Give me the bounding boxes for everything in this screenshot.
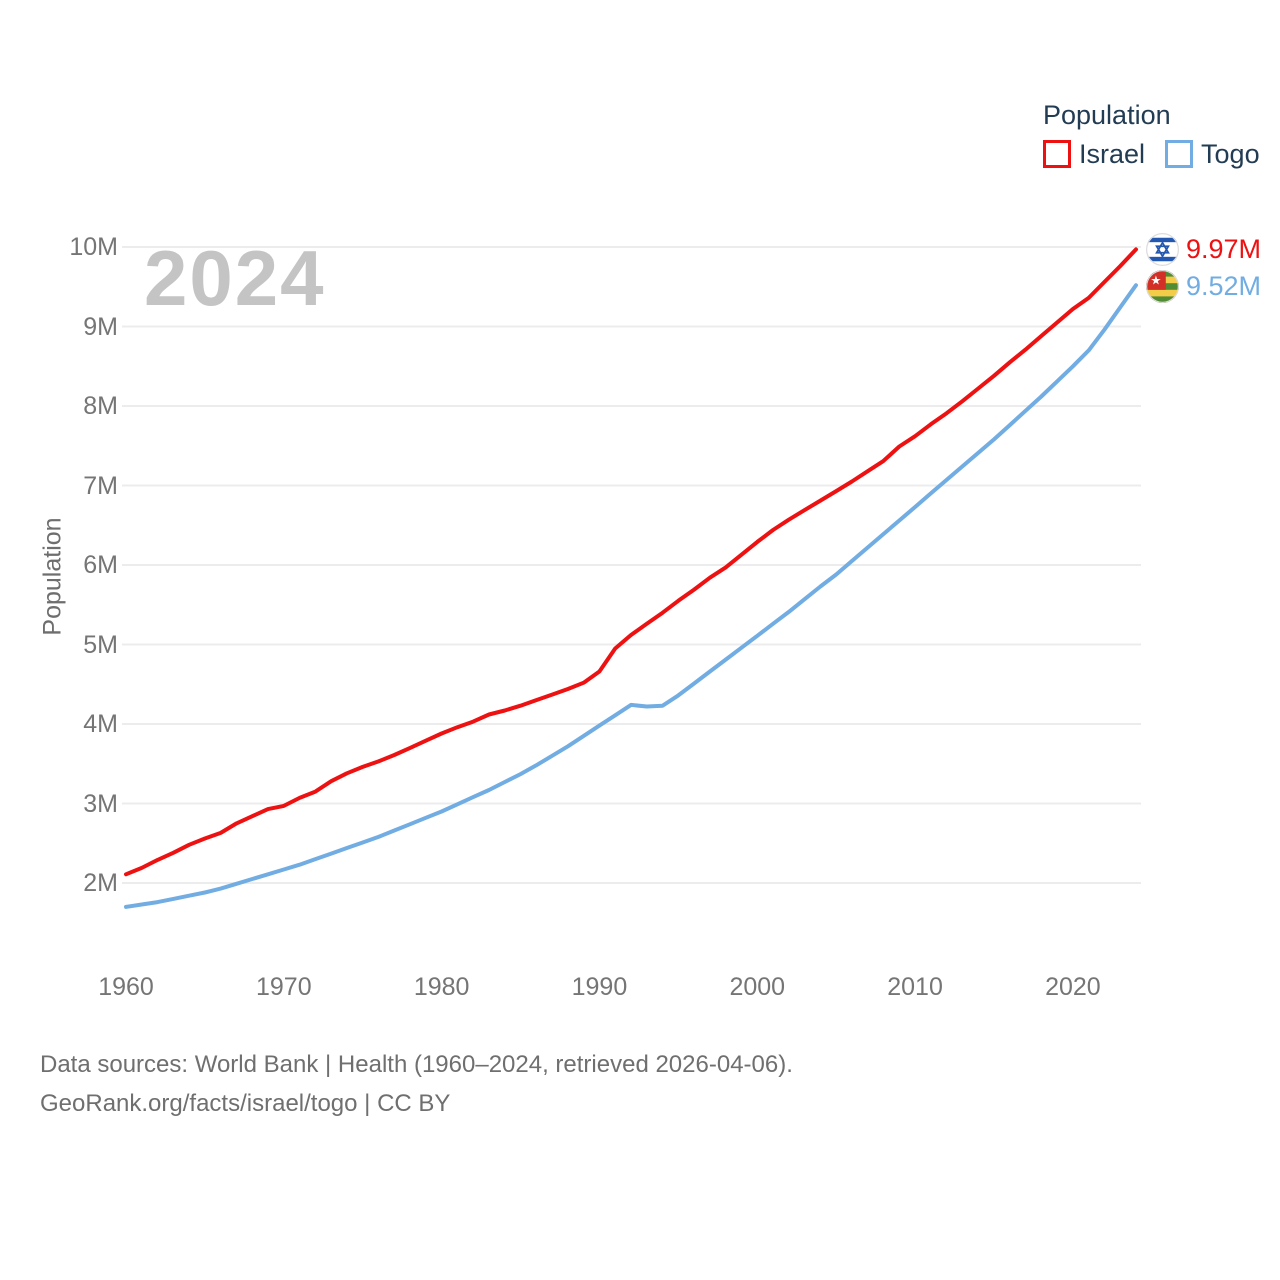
x-tick-label: 2000 — [729, 973, 786, 1001]
legend-item-label: Israel — [1079, 139, 1146, 169]
legend-swatch-icon — [1165, 140, 1194, 168]
footer-attribution-link[interactable]: GeoRank.org/facts/israel/togo | CC BY — [40, 1090, 451, 1117]
x-tick-label: 1960 — [98, 973, 154, 1001]
legend-item-togo[interactable]: Togo — [1165, 140, 1260, 168]
end-label-value-israel: 9.97M — [1186, 234, 1262, 264]
end-label-togo: ★ 9.52M — [1146, 270, 1261, 303]
legend-item-label: Togo — [1201, 139, 1260, 169]
series-lines — [124, 247, 1138, 909]
legend: Population Israel Togo — [1043, 99, 1260, 168]
y-tick-label: 8M — [83, 392, 118, 420]
legend-swatch-icon — [1043, 140, 1071, 168]
x-tick-label: 2020 — [1045, 973, 1101, 1001]
legend-item-israel[interactable]: Israel — [1043, 140, 1145, 168]
togo-flag-icon: ★ — [1146, 270, 1179, 303]
svg-text:★: ★ — [1150, 273, 1161, 287]
y-tick-label: 10M — [69, 233, 118, 261]
y-tick-label: 6M — [83, 551, 118, 579]
series-line-israel[interactable] — [124, 247, 1138, 877]
legend-items: Israel Togo — [1043, 140, 1260, 168]
x-tick-label: 1990 — [571, 973, 628, 1001]
series-line-togo[interactable] — [124, 283, 1138, 909]
x-tick-label: 2010 — [887, 973, 943, 1001]
footer: Data sources: World Bank | Health (1960–… — [40, 1045, 793, 1123]
y-tick-label: 9M — [83, 312, 118, 341]
footer-data-sources: Data sources: World Bank | Health (1960–… — [40, 1051, 793, 1078]
y-tick-label: 5M — [83, 630, 118, 659]
watermark-year: 2024 — [144, 234, 326, 322]
x-tick-label: 1980 — [413, 973, 470, 1001]
y-tick-label: 4M — [83, 710, 118, 738]
end-label-israel: 9.97M — [1146, 233, 1261, 266]
gridlines — [122, 246, 1141, 884]
x-tick-label: 1970 — [256, 973, 312, 1001]
y-tick-label: 3M — [83, 789, 118, 818]
y-tick-label: 7M — [83, 471, 118, 500]
legend-title: Population — [1043, 100, 1171, 130]
y-tick-label: 2M — [83, 869, 118, 897]
israel-flag-icon — [1146, 233, 1179, 266]
end-label-value-togo: 9.52M — [1186, 271, 1262, 301]
